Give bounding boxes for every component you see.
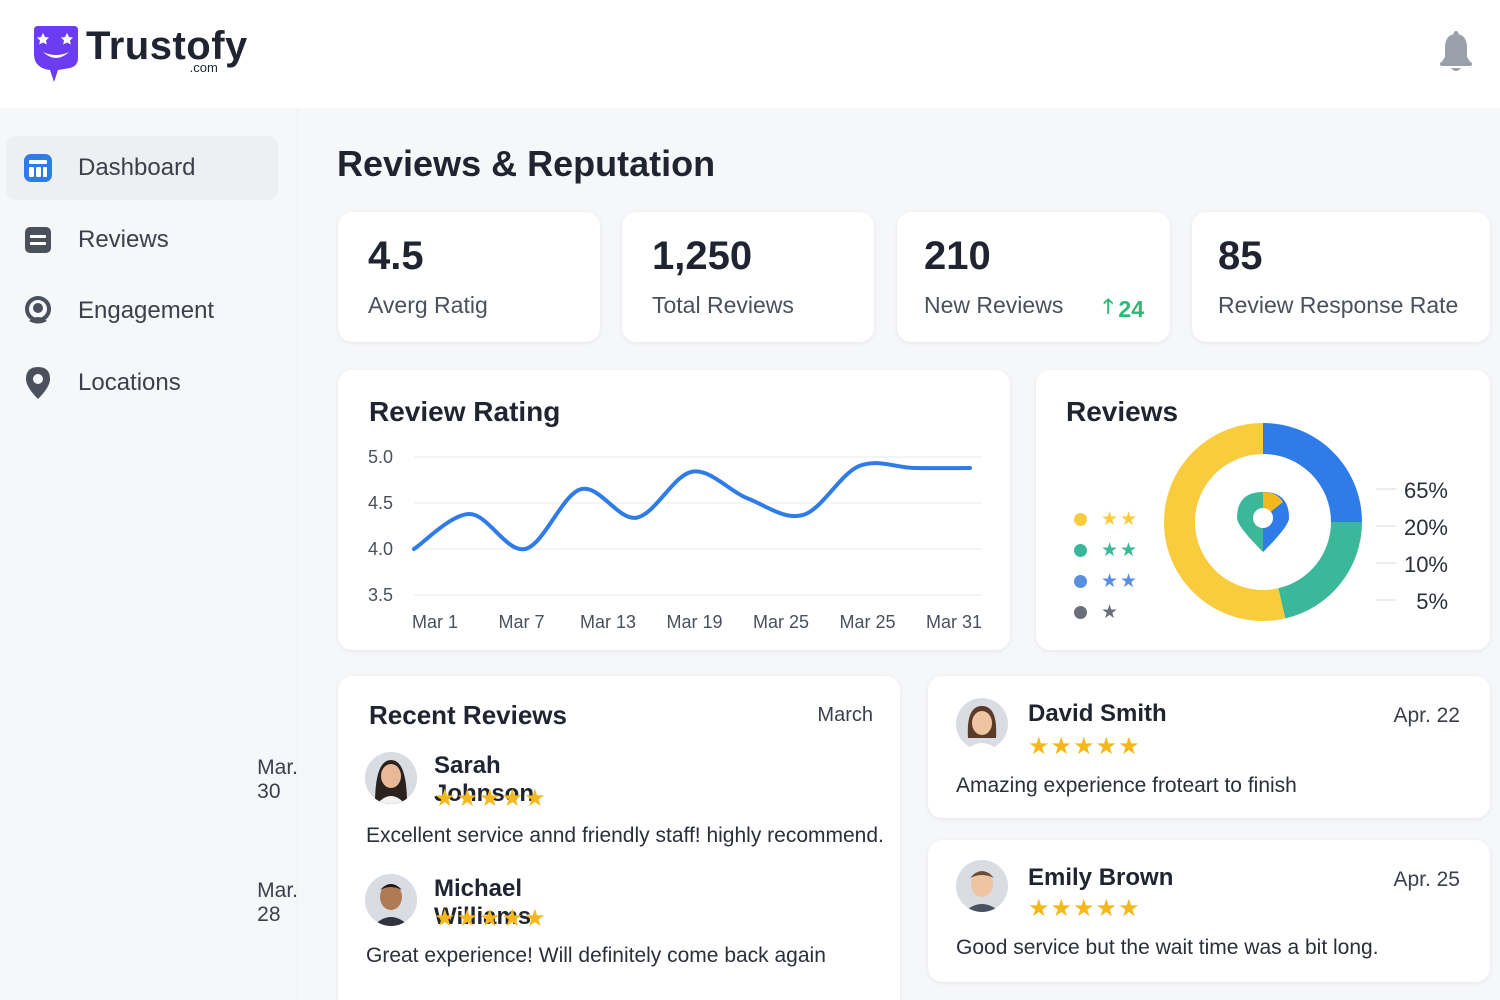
stat-label: Review Response Rate — [1218, 292, 1459, 318]
y-tick-label: 4.5 — [368, 493, 393, 513]
review-date: Mar. 30 — [257, 756, 298, 803]
y-tick-label: 3.5 — [368, 585, 393, 605]
review-date: Apr. 22 — [1393, 704, 1460, 727]
y-tick-label: 4.0 — [368, 539, 393, 559]
stat-value: 4.5 — [368, 234, 424, 278]
pie-percent-label: 5% — [1416, 589, 1448, 614]
x-tick-label: Mar 13 — [580, 612, 636, 632]
sidebar-item-label: Locations — [78, 369, 181, 396]
legend-stars: ★★ — [1101, 571, 1140, 592]
reviewer-name: Sarah Johnson — [434, 752, 534, 807]
page-title: Reviews & Reputation — [337, 143, 716, 184]
y-tick-label: 5.0 — [368, 447, 393, 467]
rating-series-line — [412, 461, 972, 552]
sidebar-item-locations[interactable]: Locations — [6, 351, 278, 415]
stat-card-new-reviews: 210 New Reviews 🡑 24 — [897, 212, 1170, 342]
rating-stars: ★★★★★ — [1028, 895, 1141, 922]
stat-label: Averg Ratig — [368, 292, 488, 318]
sidebar: Dashboard Reviews Engagement — [0, 108, 298, 1000]
x-tick-label: Mar 1 — [412, 612, 458, 632]
review-text: Good service but the wait time was a bit… — [956, 936, 1379, 959]
sidebar-item-label: Dashboard — [78, 154, 196, 181]
x-tick-label: Mar 25 — [839, 612, 895, 632]
legend-dot — [1074, 544, 1087, 557]
pie-percent-label: 65% — [1404, 478, 1448, 503]
logo-mark-icon — [32, 24, 80, 84]
review-rating-line-chart: 5.0 4.5 4.0 3.5 Mar 1 Mar 7 Mar 13 Mar 19 Mar 25… — [368, 447, 982, 632]
reviewer-name: Emily Brown — [1028, 864, 1174, 891]
stat-card-average-rating: 4.5 Averg Ratig — [338, 212, 600, 342]
brand-logo[interactable]: Trustofy .com — [32, 24, 248, 84]
pie-percent-label: 20% — [1404, 515, 1448, 540]
review-date: Mar. 28 — [257, 879, 298, 926]
legend-dot — [1074, 606, 1087, 619]
card-title: Recent Reviews — [369, 700, 567, 730]
legend-dot — [1074, 513, 1087, 526]
donut-segment-teal — [1278, 522, 1362, 619]
legend-item: ★★ — [1074, 539, 1139, 562]
stat-value: 210 — [924, 234, 991, 278]
review-date: Apr. 25 — [1393, 868, 1460, 891]
review-text: Excellent service annd friendly staff! h… — [366, 824, 884, 847]
legend-stars: ★ — [1101, 602, 1121, 623]
stat-card-response-rate: 85 Review Response Rate — [1192, 212, 1490, 342]
review-card-david-smith[interactable]: David Smith ★★★★★ Apr. 22 Amazing experi… — [928, 676, 1490, 818]
sidebar-item-label: Engagement — [78, 297, 215, 324]
x-tick-label: Mar 25 — [753, 612, 809, 632]
stat-delta-value: 24 — [1118, 295, 1144, 322]
month-filter[interactable]: March — [817, 704, 873, 726]
legend-stars: ★★ — [1101, 540, 1140, 561]
top-bar: Trustofy .com — [0, 0, 1500, 108]
dashboard-icon — [22, 152, 54, 184]
rating-stars: ★★★★★ — [434, 905, 547, 932]
x-tick-label: Mar 7 — [498, 612, 544, 632]
card-title: Review Rating — [369, 396, 561, 427]
location-pin-icon — [1237, 492, 1289, 552]
stat-value: 85 — [1218, 234, 1263, 278]
sidebar-item-engagement[interactable]: Engagement — [6, 279, 278, 343]
brand-suffix: .com — [189, 60, 218, 75]
legend-dot — [1074, 575, 1087, 588]
legend-item: ★ — [1074, 601, 1120, 624]
reviewer-name: Michael Williams — [434, 875, 532, 930]
arrow-up-icon: 🡑 — [1103, 296, 1114, 318]
x-tick-label: Mar 31 — [926, 612, 982, 632]
reviewer-name: David Smith — [1028, 700, 1167, 727]
stat-label: New Reviews — [924, 292, 1064, 318]
reviews-donut-chart: 65% 20% 10% 5% — [1164, 423, 1448, 621]
reviews-distribution-card: Reviews ★★ ★★ ★★ ★ 65% 20% 10% 5% — [1036, 370, 1490, 650]
legend-stars: ★★ — [1101, 509, 1140, 530]
stat-card-total-reviews: 1,250 Total Reviews — [622, 212, 874, 342]
rating-stars: ★★★★★ — [434, 785, 547, 812]
pie-percent-label: 10% — [1404, 552, 1448, 577]
sidebar-item-reviews[interactable]: Reviews — [6, 208, 278, 272]
rating-stars: ★★★★★ — [1028, 733, 1141, 760]
stat-value: 1,250 — [652, 234, 753, 278]
location-pin-icon — [22, 367, 54, 399]
sidebar-item-dashboard[interactable]: Dashboard — [6, 136, 278, 200]
review-text: Amazing experience froteart to finish — [956, 774, 1297, 797]
brand-name: Trustofy — [86, 24, 248, 68]
sidebar-item-label: Reviews — [78, 226, 169, 253]
card-title: Reviews — [1066, 396, 1179, 427]
avatar — [365, 752, 417, 804]
stat-label: Total Reviews — [652, 292, 794, 318]
bell-icon[interactable] — [1438, 30, 1474, 74]
avatar — [956, 698, 1008, 750]
legend-item: ★★ — [1074, 508, 1139, 531]
review-card-emily-brown[interactable]: Emily Brown ★★★★★ Apr. 25 Good service b… — [928, 840, 1490, 982]
engagement-icon — [22, 295, 54, 327]
avatar — [365, 874, 417, 926]
x-tick-label: Mar 19 — [666, 612, 722, 632]
stat-delta: 🡑 24 — [1103, 292, 1144, 326]
review-rating-card: Review Rating 5.0 4.5 4.0 3.5 Mar 1 Mar 7 Mar … — [338, 370, 1010, 650]
reviews-list-icon — [22, 224, 54, 256]
review-text: Great experience! Will definitely come b… — [366, 944, 826, 967]
avatar — [956, 860, 1008, 912]
donut-segment-blue — [1263, 423, 1362, 522]
donut-segment-yellow — [1164, 423, 1286, 621]
legend-item: ★★ — [1074, 570, 1139, 593]
recent-reviews-card: Recent Reviews March Sarah Johnson ★★★★★… — [257, 676, 900, 1000]
